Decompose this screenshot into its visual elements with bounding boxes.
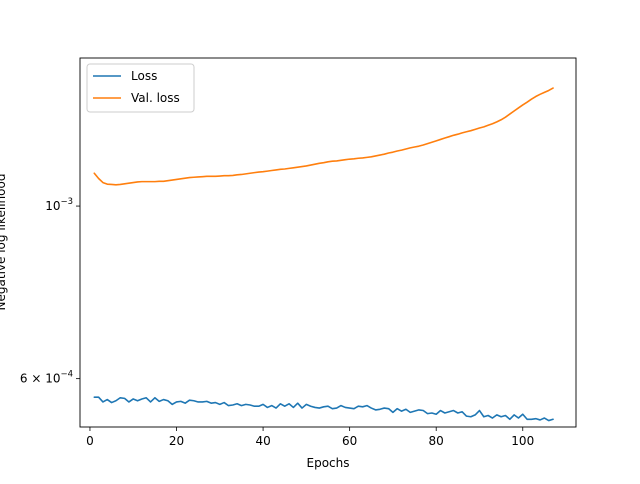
y-tick-label: 6 × 10−4 xyxy=(20,370,73,386)
series-line-val-loss xyxy=(93,87,554,186)
x-tick-label: 20 xyxy=(169,434,184,448)
y-tick-label: 10−3 xyxy=(45,197,73,213)
series-line-loss xyxy=(93,396,554,422)
x-axis-label: Epochs xyxy=(307,456,350,470)
legend: Loss Val. loss xyxy=(86,63,195,113)
legend-label: Val. loss xyxy=(131,91,180,105)
x-tick-label: 0 xyxy=(86,434,94,448)
x-axis: 0 20 40 60 80 100 xyxy=(86,427,534,448)
plot-frame xyxy=(79,57,577,428)
x-tick-label: 100 xyxy=(511,434,534,448)
legend-label: Loss xyxy=(131,69,157,83)
series-layer xyxy=(93,87,554,422)
x-tick-label: 80 xyxy=(429,434,444,448)
x-tick-label: 40 xyxy=(255,434,270,448)
y-axis-label: Negative log likelihood xyxy=(0,174,8,311)
y-axis: 6 × 10−4 10−3 xyxy=(20,197,80,386)
x-tick-label: 60 xyxy=(342,434,357,448)
